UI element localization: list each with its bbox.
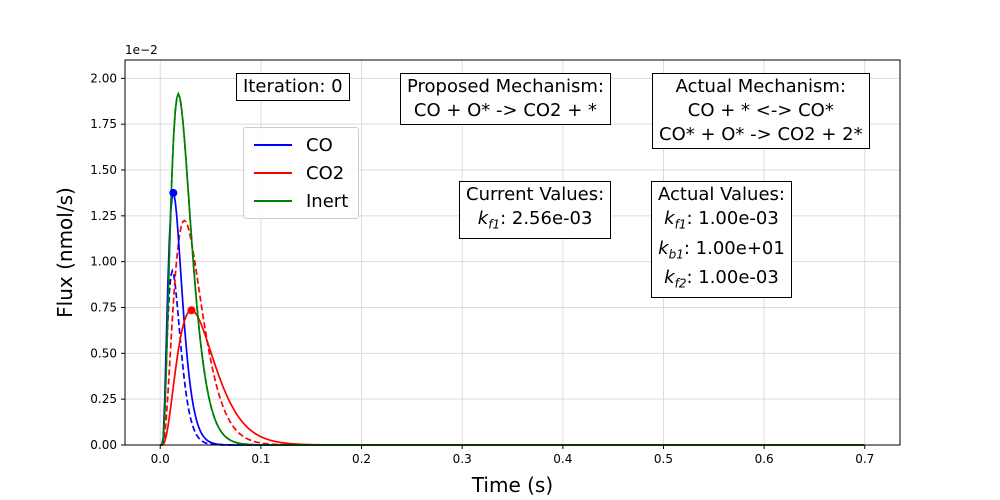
x-tick-label: 0.4 xyxy=(553,452,572,466)
actual-mechanism-step-1: CO + * <-> CO* xyxy=(687,100,834,121)
legend-item-inert: Inert xyxy=(254,190,348,212)
x-tick-label: 0.6 xyxy=(755,452,774,466)
actual-kf1-subscript: f1 xyxy=(674,217,687,232)
actual-kf1-symbol: k xyxy=(664,208,675,229)
plot-frame xyxy=(124,59,901,446)
y-tick-label: 1.50 xyxy=(90,163,117,177)
x-tick-label: 0.7 xyxy=(855,452,874,466)
x-tick-label: 0.3 xyxy=(453,452,472,466)
current-kf1-value: : 2.56e-03 xyxy=(500,208,593,229)
x-axis-label: Time (s) xyxy=(471,473,553,497)
x-tick-label: 0.1 xyxy=(251,452,270,466)
proposed-mechanism-title: Proposed Mechanism: xyxy=(407,76,604,97)
co-peak-marker xyxy=(169,188,178,197)
current-kf1-row: kf1: 2.56e-03 xyxy=(466,207,604,237)
y-tick-label: 1.75 xyxy=(90,117,117,131)
current-kf1-symbol: k xyxy=(477,208,489,229)
x-axis-ticks: 0.0 0.1 0.2 0.3 0.4 0.5 0.6 0.7 xyxy=(151,445,874,466)
y-tick-label: 1.25 xyxy=(90,209,117,223)
actual-values-box: Actual Values: kf1: 1.00e-03 kb1: 1.00e+… xyxy=(651,181,792,298)
legend-swatch-co xyxy=(254,144,292,146)
legend-item-co: CO xyxy=(254,134,333,156)
co2-peak-marker xyxy=(187,306,196,315)
iteration-box: Iteration: 0 xyxy=(236,73,350,101)
legend-swatch-inert xyxy=(254,200,292,202)
actual-kb1-symbol: k xyxy=(658,237,669,259)
y-tick-label: 0.25 xyxy=(90,392,117,406)
legend-label-inert: Inert xyxy=(306,190,349,212)
actual-kf2-symbol: k xyxy=(664,267,675,289)
y-axis-exponent: 1e−2 xyxy=(125,43,158,57)
y-tick-label: 0.00 xyxy=(90,438,117,452)
co2-solid-line xyxy=(160,309,864,446)
legend-swatch-co2 xyxy=(254,172,292,174)
y-tick-label: 0.50 xyxy=(90,346,117,360)
actual-values-title: Actual Values: xyxy=(658,184,785,205)
actual-kf2-value: : 1.00e-03 xyxy=(686,267,779,289)
actual-kb1-value: : 1.00e+01 xyxy=(683,237,785,259)
y-axis-ticks: 0.00 0.25 0.50 0.75 1.00 1.25 1.50 1.75 2.00 xyxy=(90,71,125,452)
legend: CO CO2 Inert xyxy=(243,127,359,219)
y-tick-label: 1.00 xyxy=(90,255,117,269)
y-tick-label: 0.75 xyxy=(90,301,117,315)
actual-kb1-row: kb1: 1.00e+01 xyxy=(658,237,785,267)
actual-kf2-subscript: f2 xyxy=(674,276,687,291)
peak-markers xyxy=(169,188,196,315)
legend-item-co2: CO2 xyxy=(254,162,344,184)
actual-kb1-subscript: b1 xyxy=(668,247,684,262)
actual-kf2-row: kf2: 1.00e-03 xyxy=(658,266,785,296)
y-tick-label: 2.00 xyxy=(90,71,117,85)
x-tick-label: 0.0 xyxy=(151,452,170,466)
actual-kf1-value: : 1.00e-03 xyxy=(686,208,779,229)
current-values-box: Current Values: kf1: 2.56e-03 xyxy=(459,181,612,239)
actual-kf1-row: kf1: 1.00e-03 xyxy=(658,207,785,237)
proposed-mechanism-step: CO + O* -> CO2 + * xyxy=(413,100,598,121)
y-axis-label: Flux (nmol/s) xyxy=(53,187,77,318)
proposed-mechanism-box: Proposed Mechanism: CO + O* -> CO2 + * xyxy=(400,73,611,125)
actual-mechanism-step-2: CO* + O* -> CO2 + 2* xyxy=(659,124,863,145)
x-tick-label: 0.2 xyxy=(352,452,371,466)
legend-label-co2: CO2 xyxy=(306,162,345,184)
iteration-text: Iteration: 0 xyxy=(243,76,343,97)
legend-label-co: CO xyxy=(306,134,333,156)
x-tick-label: 0.5 xyxy=(654,452,673,466)
actual-mechanism-box: Actual Mechanism: CO + * <-> CO* CO* + O… xyxy=(652,73,870,149)
current-values-title: Current Values: xyxy=(466,184,605,205)
current-kf1-subscript: f1 xyxy=(488,217,501,232)
actual-mechanism-title: Actual Mechanism: xyxy=(675,76,847,97)
